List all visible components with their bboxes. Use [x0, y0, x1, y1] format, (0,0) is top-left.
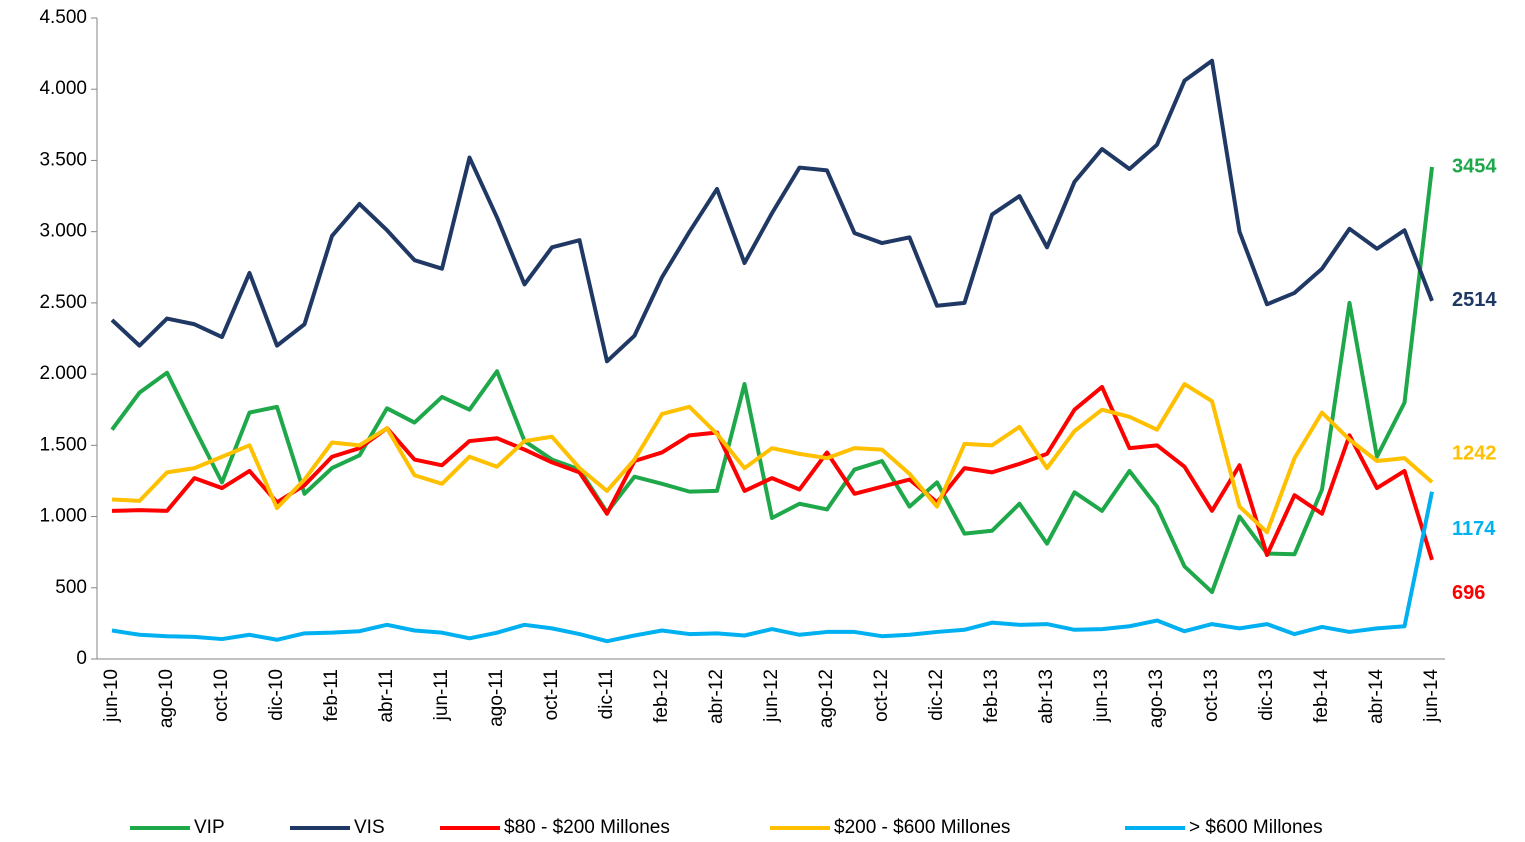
- x-tick-label: abr-12: [706, 669, 727, 724]
- x-tick-label: jun-10: [101, 669, 122, 723]
- legend-label: VIS: [354, 817, 385, 838]
- y-tick-label: 3.500: [39, 149, 87, 170]
- y-tick-label: 3.000: [39, 221, 87, 242]
- y-tick-label: 1.500: [39, 434, 87, 455]
- x-tick-label: oct-12: [871, 669, 892, 722]
- end-label: 696: [1452, 582, 1485, 604]
- x-tick-label: oct-11: [541, 669, 562, 720]
- x-tick-label: jun-14: [1421, 669, 1442, 723]
- x-tick-label: ago-13: [1146, 669, 1167, 728]
- x-tick-label: feb-11: [321, 669, 342, 721]
- y-tick-label: 1.000: [39, 506, 87, 527]
- x-tick-label: ago-10: [156, 669, 177, 728]
- x-tick-label: dic-12: [926, 669, 947, 721]
- x-tick-label: jun-11: [431, 669, 452, 721]
- y-tick-label: 4.500: [39, 7, 87, 28]
- legend-label: VIP: [194, 817, 225, 838]
- x-tick-label: oct-10: [211, 669, 232, 722]
- x-tick-label: ago-12: [816, 669, 837, 728]
- legend-label: $200 - $600 Millones: [834, 817, 1010, 838]
- x-tick-label: dic-10: [266, 669, 287, 721]
- x-tick-label: abr-11: [376, 669, 397, 723]
- x-tick-label: feb-14: [1311, 669, 1332, 723]
- series-line: [111, 384, 1434, 561]
- y-tick-label: 2.000: [39, 363, 87, 384]
- series-line: [111, 491, 1434, 644]
- y-tick-label: 2.500: [39, 292, 87, 313]
- x-tick-label: feb-13: [981, 669, 1002, 723]
- x-tick-label: oct-13: [1201, 669, 1222, 722]
- end-label: 3454: [1452, 155, 1497, 177]
- y-tick-label: 0: [76, 648, 87, 669]
- x-tick-label: jun-13: [1091, 669, 1112, 723]
- x-tick-label: dic-11: [596, 669, 617, 719]
- series-line: [110, 58, 1434, 364]
- legend-label: $80 - $200 Millones: [504, 817, 670, 838]
- end-label: 1242: [1452, 442, 1497, 464]
- series-line: [110, 166, 1434, 595]
- end-label: 1174: [1452, 518, 1496, 540]
- x-tick-label: feb-12: [651, 669, 672, 723]
- x-tick-label: dic-13: [1256, 669, 1277, 721]
- x-tick-label: ago-11: [486, 669, 507, 727]
- y-tick-label: 4.000: [39, 78, 87, 99]
- x-tick-label: abr-13: [1036, 669, 1057, 724]
- end-label: 2514: [1452, 289, 1497, 311]
- series-line: [111, 382, 1434, 535]
- legend-label: > $600 Millones: [1189, 817, 1323, 838]
- x-tick-label: jun-12: [761, 669, 782, 723]
- y-tick-label: 500: [55, 577, 87, 598]
- x-tick-label: abr-14: [1366, 669, 1387, 724]
